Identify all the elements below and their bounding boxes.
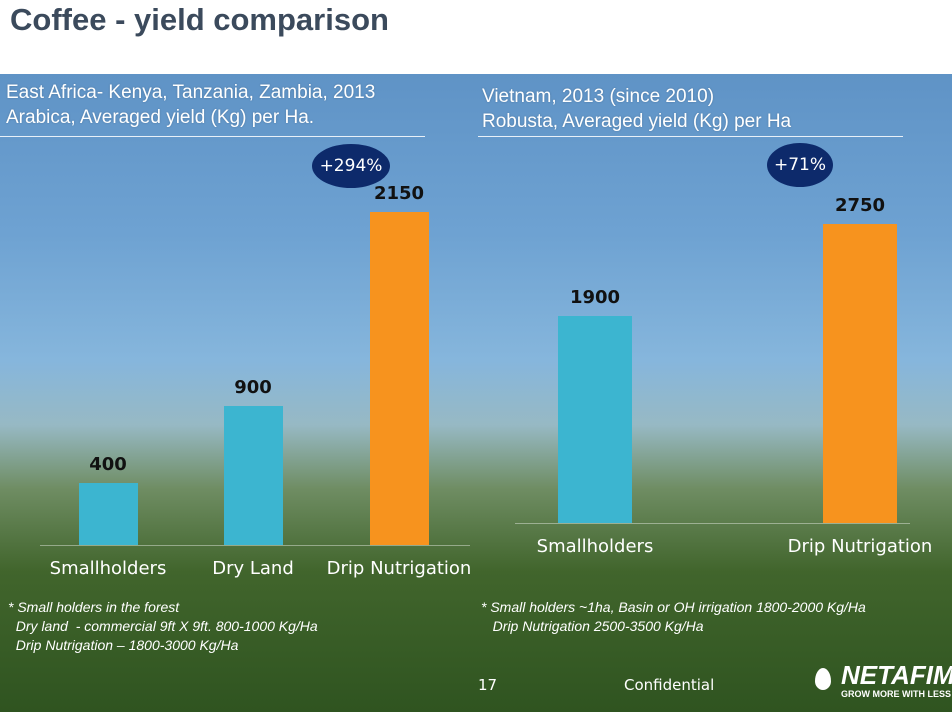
chart-1-value-label-1: 2750 [834,195,886,216]
logo-tagline: GROW MORE WITH LESS [841,689,951,699]
chart-0-value-label-2: 2150 [373,183,425,204]
left-chart-header: East Africa- Kenya, Tanzania, Zambia, 20… [6,80,375,130]
slide-title: Coffee - yield comparison [10,2,389,37]
right-header-rule [478,136,903,137]
chart-1-category-label-1: Drip Nutrigation [787,536,933,557]
left-header-line1: East Africa- Kenya, Tanzania, Zambia, 20… [6,82,376,103]
logo-text: NETAFIM [841,660,952,690]
chart-0-bar-1 [223,405,283,545]
chart-0-category-label-2: Drip Nutrigation [326,558,472,579]
chart-1-category-label-0: Smallholders [536,536,654,557]
page-number: 17 [478,676,498,694]
chart-1-value-label-0: 1900 [569,287,621,309]
chart-0-bar-0 [78,483,138,545]
chart-1-bar-1 [823,224,897,523]
chart-0-value-label-0: 400 [89,454,127,476]
right-chart-header: Vietnam, 2013 (since 2010) Robusta, Aver… [482,84,791,134]
chart-0-baseline [40,545,470,546]
left-footnote: * Small holders in the forest Dry land -… [8,599,318,653]
title-bar: Coffee - yield comparison [0,0,952,74]
left-increase-badge: +294% [312,144,390,188]
chart-0-category-label-1: Dry Land [212,558,294,579]
right-footnote: * Small holders ~1ha, Basin or OH irriga… [481,599,866,634]
chart-1-baseline [515,523,910,524]
chart-0-bar-2 [369,212,429,545]
right-header-line1: Vietnam, 2013 (since 2010) [482,86,715,107]
right-header-line2: Robusta, Averaged yield (Kg) per Ha [482,111,792,132]
chart-1-bar-0 [558,316,632,523]
chart-0-value-label-1: 900 [234,376,272,398]
confidential-label: Confidential [624,676,715,694]
left-header-rule [0,136,425,137]
right-increase-badge: +71% [767,143,833,187]
chart-0-category-label-0: Smallholders [49,558,167,579]
drop-icon [815,668,831,690]
left-header-line2: Arabica, Averaged yield (Kg) per Ha. [6,107,315,128]
